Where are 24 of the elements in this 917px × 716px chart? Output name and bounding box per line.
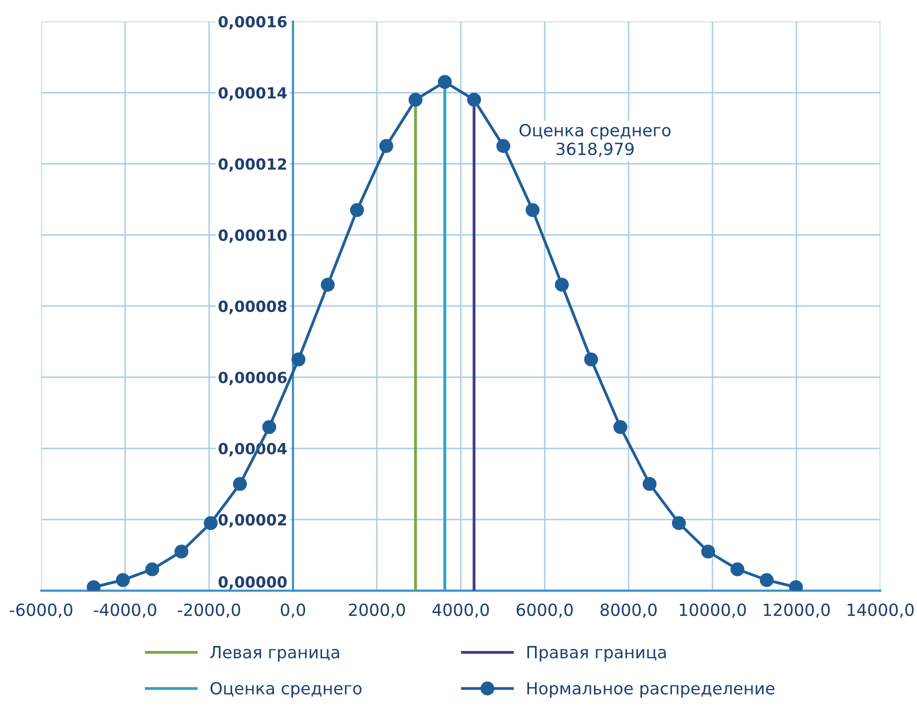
legend-label: Оценка среднего: [210, 682, 362, 698]
y-tick-label: 0,00008: [218, 300, 286, 314]
y-tick-label: 0,00002: [218, 514, 286, 528]
x-tick-label: 0,0: [280, 603, 306, 618]
legend-label: Левая граница: [210, 646, 340, 662]
legend-label: Правая граница: [527, 646, 666, 662]
legend-label: Нормальное распределение: [527, 682, 774, 698]
x-tick-label: -4000,0: [94, 603, 156, 618]
y-tick-label: 0,00014: [218, 87, 287, 101]
x-tick-label: 2000,0: [348, 603, 405, 618]
y-tick-label: 0,00016: [218, 16, 287, 30]
x-tick-label: -2000,0: [178, 603, 240, 618]
x-tick-label: 12000,0: [764, 603, 830, 618]
y-tick-label: 0,00012: [218, 158, 286, 172]
y-tick-label: 0,00000: [218, 576, 287, 590]
annotation: Оценка среднего 3618,979: [520, 124, 671, 157]
y-tick-label: 0,00010: [218, 229, 287, 243]
x-tick-label: -6000,0: [10, 603, 72, 618]
x-tick-label: 8000,0: [600, 603, 657, 618]
x-tick-label: 10000,0: [680, 603, 746, 618]
x-tick-label: 6000,0: [516, 603, 573, 618]
x-tick-label: 4000,0: [432, 603, 489, 618]
x-tick-label: 14000,0: [848, 603, 914, 618]
y-tick-label: 0,00006: [218, 372, 287, 386]
